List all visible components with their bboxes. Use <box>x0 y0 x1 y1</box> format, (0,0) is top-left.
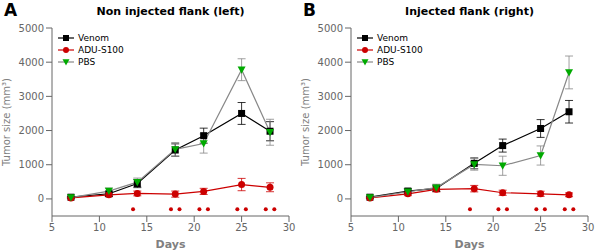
svg-text:5000: 5000 <box>318 23 343 34</box>
svg-text:0: 0 <box>337 193 343 204</box>
svg-text:20: 20 <box>487 222 500 233</box>
svg-text:Days: Days <box>156 238 186 250</box>
svg-text:5: 5 <box>49 222 55 233</box>
svg-text:10: 10 <box>93 222 106 233</box>
svg-text:4000: 4000 <box>19 57 44 68</box>
html-text:ADU-S100: ADU-S100 <box>377 45 423 55</box>
svg-text:30: 30 <box>283 222 296 233</box>
svg-text:25: 25 <box>235 222 248 233</box>
svg-text:1000: 1000 <box>19 159 44 170</box>
svg-text:Tumor size (mm³): Tumor size (mm³) <box>300 78 311 167</box>
svg-text:5: 5 <box>348 222 354 233</box>
html-text:Venom: Venom <box>377 33 408 43</box>
svg-text:4000: 4000 <box>318 57 343 68</box>
html-text:A: A <box>4 0 18 20</box>
html-text:Venom: Venom <box>78 33 109 43</box>
svg-text:20: 20 <box>188 222 201 233</box>
svg-text:1000: 1000 <box>318 159 343 170</box>
svg-text:Days: Days <box>455 238 485 250</box>
svg-text:15: 15 <box>140 222 153 233</box>
html-text:B: B <box>303 0 316 20</box>
svg-text:0: 0 <box>38 193 44 204</box>
svg-text:2000: 2000 <box>318 125 343 136</box>
svg-text:10: 10 <box>392 222 405 233</box>
svg-text:2000: 2000 <box>19 125 44 136</box>
svg-text:Tumor size (mm³): Tumor size (mm³) <box>8 78 12 167</box>
html-text:Non injected flank (left): Non injected flank (left) <box>96 5 245 18</box>
html-text:PBS: PBS <box>377 57 395 67</box>
svg-text:25: 25 <box>534 222 547 233</box>
svg-text:5000: 5000 <box>19 23 44 34</box>
svg-text:3000: 3000 <box>318 91 343 102</box>
svg-text:15: 15 <box>439 222 452 233</box>
svg-text:3000: 3000 <box>19 91 44 102</box>
html-text:ADU-S100: ADU-S100 <box>78 45 124 55</box>
html-text:PBS: PBS <box>78 57 96 67</box>
html-text:Injected flank (right): Injected flank (right) <box>405 5 534 18</box>
svg-text:30: 30 <box>582 222 591 233</box>
